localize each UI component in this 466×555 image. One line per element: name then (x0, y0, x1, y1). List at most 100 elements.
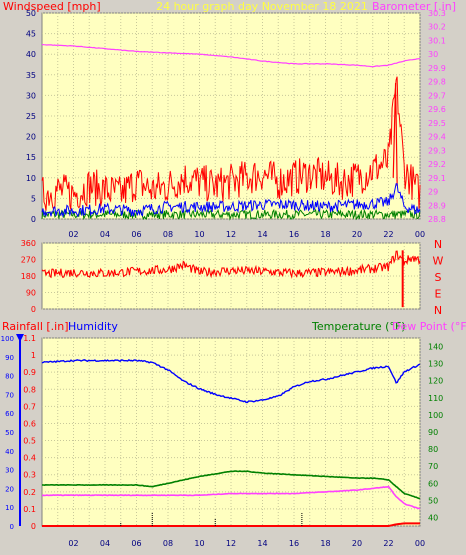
temperature-series (41, 470, 421, 500)
rain-y-tick-0.3: 0.3 (23, 471, 36, 480)
rain-y-tick-0.9: 0.9 (23, 368, 36, 377)
wind-y-tick-20: 20 (26, 133, 36, 142)
rain-y-tick-0.8: 0.8 (23, 385, 36, 394)
baro-y-tick-29.4: 29.4 (428, 133, 446, 142)
wind-y-tick-15: 15 (26, 153, 36, 162)
humidity-series (41, 359, 421, 404)
rain-y-tick-0.4: 0.4 (23, 454, 36, 463)
humidity-y-tick-90: 90 (5, 354, 14, 362)
baro-y-tick-29.5: 29.5 (428, 119, 446, 128)
dir-y-tick-180: 180 (21, 272, 36, 281)
wind-x-tick-16: 16 (289, 230, 299, 239)
temperature-label: Temperature (°F) (311, 320, 406, 333)
baro-y-tick-30.2: 30.2 (428, 23, 446, 32)
wind-x-tick-14: 14 (257, 230, 267, 239)
baro-y-tick-30.1: 30.1 (428, 36, 446, 45)
wind-x-tick-12: 12 (226, 230, 236, 239)
wind-y-tick-40: 40 (26, 50, 36, 59)
wind-x-tick-00: 00 (415, 230, 425, 239)
temp-y-tick-130: 130 (428, 360, 443, 369)
dewpoint-label: Dew Point (°F) (392, 320, 466, 333)
wind-x-tick-18: 18 (320, 230, 330, 239)
wind-y-tick-50: 50 (26, 9, 36, 18)
baro-y-tick-29.8: 29.8 (428, 78, 446, 87)
temp-y-tick-70: 70 (428, 462, 438, 471)
humidity-y-tick-30: 30 (5, 467, 14, 475)
humidity-x-tick-00: 00 (415, 539, 425, 548)
temp-y-tick-120: 120 (428, 377, 443, 386)
baro-y-tick-30: 30 (428, 50, 438, 59)
baro-y-tick-29.7: 29.7 (428, 91, 446, 100)
baro-y-tick-29.1: 29.1 (428, 174, 446, 183)
baro-y-tick-28.9: 28.9 (428, 201, 446, 210)
humidity-y-tick-40: 40 (5, 448, 14, 456)
humidity-label: Humidity (68, 320, 118, 333)
rainfall-series (42, 522, 420, 527)
temp-y-tick-110: 110 (428, 394, 443, 403)
wind-x-tick-04: 04 (100, 230, 110, 239)
wind-x-tick-08: 08 (163, 230, 173, 239)
temp-y-tick-90: 90 (428, 428, 438, 437)
humidity-y-tick-20: 20 (5, 485, 14, 493)
humidity-y-tick-100: 100 (1, 335, 14, 343)
compass-label-1-W: W (433, 255, 444, 268)
humidity-x-tick-16: 16 (289, 539, 299, 548)
humidity-x-tick-02: 02 (68, 539, 78, 548)
compass-label-4-N: N (434, 304, 442, 317)
temp-y-tick-80: 80 (428, 445, 438, 454)
wind-gust-peak (392, 83, 398, 187)
humidity-x-tick-10: 10 (194, 539, 204, 548)
compass-label-2-S: S (435, 271, 442, 284)
wind-y-tick-5: 5 (31, 194, 36, 203)
wind-x-tick-20: 20 (352, 230, 362, 239)
wind-y-tick-0: 0 (31, 215, 36, 224)
baro-y-tick-28.8: 28.8 (428, 215, 446, 224)
baro-y-tick-30.3: 30.3 (428, 9, 446, 18)
wind-x-tick-10: 10 (194, 230, 204, 239)
temp-y-tick-60: 60 (428, 479, 438, 488)
wind-y-tick-10: 10 (26, 174, 36, 183)
temp-y-tick-140: 140 (428, 343, 443, 352)
wind-direction-series (41, 250, 421, 279)
humidity-x-tick-12: 12 (226, 539, 236, 548)
baro-y-tick-29.2: 29.2 (428, 160, 446, 169)
wind-y-tick-45: 45 (26, 30, 36, 39)
humidity-x-tick-06: 06 (131, 539, 141, 548)
humidity-y-tick-80: 80 (5, 373, 14, 381)
wind-low-series (41, 208, 421, 221)
baro-y-tick-29: 29 (428, 188, 438, 197)
temp-y-tick-50: 50 (428, 496, 438, 505)
humidity-x-tick-20: 20 (352, 539, 362, 548)
wind-x-tick-02: 02 (68, 230, 78, 239)
baro-y-tick-29.6: 29.6 (428, 105, 446, 114)
humidity-y-tick-70: 70 (5, 391, 14, 399)
humidity-y-tick-60: 60 (5, 410, 14, 418)
humidity-x-tick-22: 22 (383, 539, 393, 548)
baro-y-tick-29.3: 29.3 (428, 146, 446, 155)
rain-y-tick-1.1: 1.1 (23, 334, 36, 343)
humidity-x-tick-04: 04 (100, 539, 110, 548)
rain-y-tick-0.2: 0.2 (23, 488, 36, 497)
wind-x-tick-22: 22 (383, 230, 393, 239)
rain-y-tick-0.1: 0.1 (23, 505, 36, 514)
dir-y-tick-0: 0 (31, 305, 36, 314)
wind-average-series (41, 183, 421, 218)
humidity-y-tick-50: 50 (5, 429, 14, 437)
rain-y-tick-0.5: 0.5 (23, 437, 36, 446)
humidity-scale-arrow (16, 334, 24, 342)
rainfall-label: Rainfall [.in] (2, 320, 69, 333)
humidity-x-tick-18: 18 (320, 539, 330, 548)
dir-y-tick-270: 270 (21, 256, 36, 265)
rain-y-tick-1: 1 (31, 351, 36, 360)
humidity-y-tick-10: 10 (5, 504, 14, 512)
compass-label-0-N: N (434, 238, 442, 251)
dewpoint-series (41, 485, 421, 510)
barometer-title: Barometer [.in] (372, 0, 456, 13)
baro-y-tick-29.9: 29.9 (428, 64, 446, 73)
wind-x-tick-06: 06 (131, 230, 141, 239)
windspeed-series (41, 76, 421, 211)
wind-y-tick-35: 35 (26, 71, 36, 80)
windspeed-title: Windspeed [mph] (3, 0, 101, 13)
temp-y-tick-100: 100 (428, 411, 443, 420)
